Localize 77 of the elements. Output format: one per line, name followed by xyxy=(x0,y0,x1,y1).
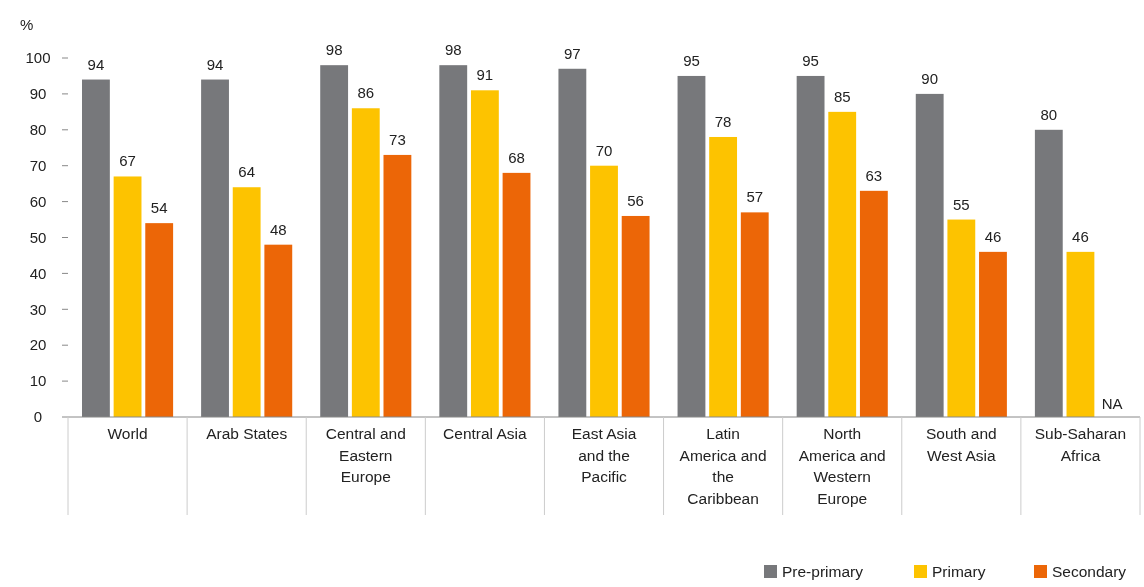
bar xyxy=(621,215,650,417)
data-label: 95 xyxy=(683,51,700,69)
bar xyxy=(677,75,706,417)
x-tick-label: World xyxy=(107,425,148,442)
x-tick-label: Sub-Saharan Africa xyxy=(1034,425,1127,464)
y-tick-label: 40 xyxy=(29,264,47,282)
x-tick-label: East Asia and the Pacific xyxy=(571,425,637,485)
y-tick-label: 70 xyxy=(29,156,47,174)
data-label: 98 xyxy=(325,41,343,59)
bar xyxy=(113,176,142,417)
bar xyxy=(796,75,825,417)
data-label: 57 xyxy=(746,188,764,206)
bar xyxy=(709,136,738,417)
data-label: 55 xyxy=(952,195,970,213)
data-label: 48 xyxy=(269,220,287,238)
data-label: 63 xyxy=(865,166,883,184)
y-tick-label: 0 xyxy=(33,408,43,426)
bar xyxy=(1034,129,1063,417)
data-label: 95 xyxy=(802,51,819,69)
y-tick-label: 20 xyxy=(29,336,47,354)
x-tick-label: Central Asia xyxy=(443,425,528,442)
bar xyxy=(558,68,587,417)
x-tick-label: Arab States xyxy=(206,425,288,442)
data-label: 80 xyxy=(1040,105,1058,123)
y-tick-label: 90 xyxy=(29,85,47,103)
y-tick-label: 10 xyxy=(29,372,47,390)
bar xyxy=(320,65,349,417)
legend-label: Secondary xyxy=(1052,563,1127,580)
bar xyxy=(947,219,976,417)
data-label: 85 xyxy=(833,87,851,105)
y-tick-label: 80 xyxy=(29,121,47,139)
y-tick-label: 30 xyxy=(29,300,47,318)
data-label: 86 xyxy=(357,84,375,102)
x-tick-label: Latin America and the Caribbean xyxy=(679,425,767,507)
x-tick-label: North America and Western Europe xyxy=(798,425,886,507)
x-tick-label: Central and Eastern Europe xyxy=(325,425,406,485)
bar xyxy=(264,244,293,417)
data-label: 78 xyxy=(714,112,732,130)
bar xyxy=(859,190,888,417)
bar xyxy=(145,223,174,417)
data-label: 73 xyxy=(389,130,406,148)
data-label: 94 xyxy=(206,55,224,73)
data-label: 68 xyxy=(508,148,525,166)
x-tick-label: South and West Asia xyxy=(925,425,997,464)
data-label: 70 xyxy=(595,141,613,159)
y-tick-label: 50 xyxy=(29,228,47,246)
bar xyxy=(351,108,380,417)
data-label: 67 xyxy=(119,152,136,170)
legend-label: Pre-primary xyxy=(782,563,864,580)
data-label: 94 xyxy=(87,55,105,73)
bar xyxy=(979,251,1007,417)
data-label: 54 xyxy=(150,199,168,217)
bar xyxy=(201,79,229,417)
bar xyxy=(439,65,468,417)
data-label: 56 xyxy=(627,191,644,209)
y-axis-title: % xyxy=(20,16,34,33)
data-label: 46 xyxy=(1072,227,1089,245)
y-tick-label: 60 xyxy=(29,192,47,210)
bar xyxy=(383,154,412,417)
bar xyxy=(828,111,857,417)
bar xyxy=(470,90,499,417)
data-label: 98 xyxy=(444,41,462,59)
data-label: 97 xyxy=(564,44,581,62)
bar xyxy=(82,79,110,417)
data-label: 90 xyxy=(921,69,939,87)
text: NA xyxy=(1101,395,1123,412)
bar xyxy=(915,93,944,417)
data-label: 46 xyxy=(984,227,1002,245)
bar xyxy=(1066,251,1095,417)
data-label: 91 xyxy=(476,66,494,84)
legend-label: Primary xyxy=(932,563,986,580)
bar xyxy=(232,187,261,417)
bar xyxy=(502,172,531,417)
bar xyxy=(590,165,618,417)
y-tick-label: 100 xyxy=(25,49,51,67)
bar xyxy=(740,212,769,417)
data-label: 64 xyxy=(238,163,256,181)
